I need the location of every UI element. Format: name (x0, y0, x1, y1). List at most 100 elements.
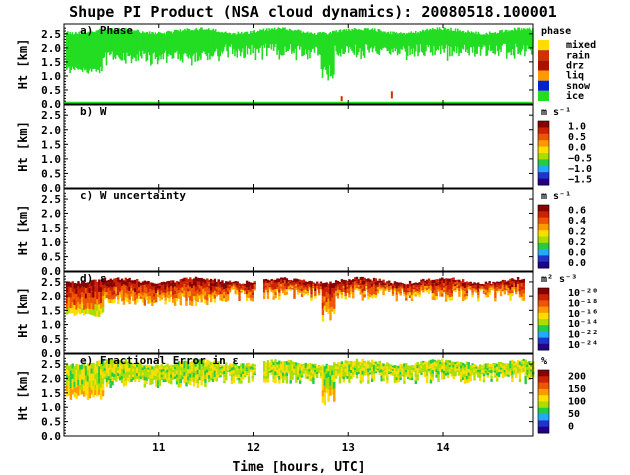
field-cell (410, 372, 414, 376)
ice-column (119, 28, 121, 60)
field-cell (179, 366, 182, 371)
field-cell (162, 374, 165, 377)
field-cell (175, 281, 179, 285)
field-cell (418, 370, 421, 372)
field-cell (298, 373, 302, 377)
field-cell (79, 309, 82, 315)
field-cell (492, 369, 495, 371)
field-cell (238, 365, 241, 369)
field-cell (399, 291, 402, 294)
field-cell (185, 277, 188, 283)
colorbar-cell (538, 175, 549, 180)
field-cell (202, 373, 205, 378)
field-cell (298, 290, 302, 293)
field-cell (488, 283, 491, 286)
field-cell (439, 367, 442, 370)
colorbar-tick-label: 10⁻²² (568, 330, 598, 341)
field-cell (113, 298, 116, 303)
field-cell (232, 281, 236, 283)
field-cell (490, 288, 493, 290)
field-cell (107, 279, 110, 284)
field-cell (172, 372, 175, 375)
field-cell (126, 374, 129, 378)
field-cell (81, 292, 84, 298)
field-cell (507, 374, 510, 377)
colorbar-cell (538, 245, 549, 250)
y-tick-label: 0.5 (41, 167, 61, 180)
field-cell (416, 374, 419, 378)
field-cell (475, 370, 478, 372)
field-cell (86, 292, 90, 299)
field-cell (101, 279, 105, 286)
colorbar-cell (538, 239, 549, 244)
field-cell (175, 291, 179, 295)
colorbar-cell (538, 181, 549, 186)
colorbar-tick-label: 1.0 (568, 121, 586, 132)
field-cell (488, 368, 491, 371)
field-cell (156, 368, 160, 373)
field-cell (149, 296, 152, 300)
field-cell (314, 283, 317, 286)
field-cell (217, 375, 220, 378)
field-cell (141, 367, 145, 371)
field-cell (317, 368, 321, 371)
field-cell (185, 291, 188, 297)
field-cell (420, 370, 423, 373)
ice-column (152, 32, 154, 54)
field-cell (439, 365, 442, 368)
field-cell (196, 277, 200, 282)
field-cell (308, 287, 311, 289)
field-cell (497, 374, 501, 377)
field-cell (130, 365, 133, 370)
field-cell (465, 361, 469, 366)
field-cell (399, 363, 402, 367)
field-cell (346, 290, 349, 293)
ice-column (341, 31, 343, 49)
field-cell (245, 297, 249, 301)
field-cell (141, 364, 145, 368)
field-cell (370, 280, 374, 284)
field-cell (454, 288, 457, 291)
field-cell (501, 279, 505, 282)
field-cell (442, 289, 446, 293)
ice-column (319, 31, 322, 55)
field-cell (338, 288, 342, 290)
field-cell (177, 293, 181, 296)
field-cell (69, 308, 73, 314)
field-cell (304, 376, 308, 379)
field-cell (117, 286, 120, 291)
field-cell (262, 371, 266, 376)
field-cell (518, 279, 522, 283)
field-cell (209, 282, 213, 287)
field-cell (117, 373, 120, 377)
field-cell (253, 364, 256, 367)
field-cell (130, 378, 133, 382)
field-cell (249, 288, 253, 292)
field-cell (317, 367, 321, 369)
field-cell (130, 282, 133, 286)
field-cell (393, 376, 397, 380)
field-cell (94, 389, 97, 396)
field-cell (141, 285, 145, 289)
field-cell (344, 286, 347, 290)
field-cell (240, 366, 243, 371)
field-cell (65, 369, 69, 375)
field-cell (427, 281, 431, 284)
field-cell (84, 288, 88, 294)
ice-column (478, 33, 481, 47)
field-cell (429, 379, 433, 384)
field-cell (420, 281, 423, 284)
field-cell (522, 293, 525, 298)
ice-column (526, 28, 528, 46)
field-cell (458, 293, 461, 297)
field-cell (503, 292, 507, 295)
field-cell (334, 288, 338, 291)
field-cell (242, 376, 245, 380)
field-cell (236, 281, 239, 284)
field-cell (82, 309, 86, 316)
ice-column (521, 29, 524, 50)
field-cell (437, 374, 440, 379)
field-cell (162, 366, 165, 369)
field-cell (353, 287, 357, 290)
field-cell (283, 361, 287, 365)
